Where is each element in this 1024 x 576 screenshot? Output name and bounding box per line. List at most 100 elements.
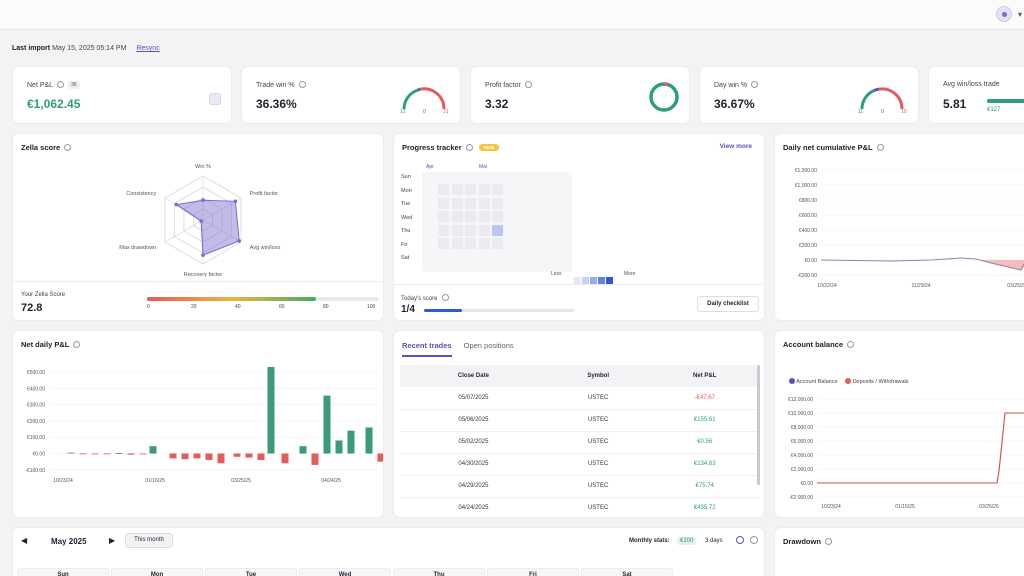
monthly-stats-days: 3 days — [705, 538, 723, 544]
heatmap-cell[interactable] — [438, 224, 449, 236]
weekday-label: Sun — [17, 568, 109, 576]
heatmap-cell[interactable] — [465, 197, 476, 209]
daily-checklist-button[interactable]: Daily checklist — [697, 296, 759, 312]
daily-y-tick: €0.00 — [32, 452, 45, 458]
heatmap-cell[interactable] — [451, 224, 463, 236]
info-icon[interactable] — [73, 341, 81, 348]
heatmap-cell[interactable] — [478, 224, 490, 236]
heatmap-cell[interactable] — [465, 238, 476, 249]
heatmap-cell[interactable] — [478, 184, 490, 195]
day-win-label: Day win % — [714, 82, 748, 89]
heatmap-cell[interactable] — [492, 224, 503, 236]
trade-win-gauge — [402, 87, 446, 110]
new-badge: NEW — [478, 144, 500, 151]
table-row[interactable]: 05/07/2025 USTEC -€47.67 — [400, 387, 760, 410]
heatmap-cell[interactable] — [465, 184, 476, 195]
heatmap-cell[interactable] — [451, 197, 463, 209]
heatmap-cell[interactable] — [478, 238, 490, 249]
legend-less: Less — [551, 271, 562, 277]
kpi-trade-win: Trade win % 36.36% 12 0 21 — [241, 66, 461, 124]
trades-table: Close Date Symbol Net P&L 05/07/2025 USTE… — [400, 365, 760, 517]
zella-radar: Win % Profit factor Avg win/loss Recovery f… — [119, 164, 280, 278]
table-row[interactable]: 04/29/2025 USTEC €75.74 — [400, 475, 760, 498]
info-icon[interactable] — [441, 294, 449, 301]
tab-recent-trades[interactable]: Recent trades — [402, 341, 452, 357]
cell-net-pnl: €435.72 — [649, 497, 760, 517]
avg-win-amount: €127 — [987, 107, 1001, 113]
legend-dot-deposits — [845, 378, 852, 384]
heatmap-cell[interactable] — [438, 184, 449, 195]
table-scrollbar[interactable] — [757, 365, 760, 485]
account-y-tick: €6,000.00 — [791, 439, 813, 445]
daily-y-tick: -€100.00 — [25, 468, 45, 474]
heatmap-cell[interactable] — [478, 211, 490, 222]
heatmap-cell[interactable] — [438, 197, 449, 209]
heatmap-cell[interactable] — [465, 224, 476, 236]
info-icon[interactable] — [57, 81, 65, 88]
info-icon[interactable] — [750, 536, 758, 544]
info-icon[interactable] — [298, 81, 306, 88]
info-icon[interactable] — [847, 341, 855, 348]
cumulative-pnl-card: Daily net cumulative P&L €1,200.00 €1,000… — [774, 133, 1024, 321]
this-month-button[interactable]: This month — [125, 533, 173, 548]
last-import-value: May 15, 2025 05:14 PM — [52, 45, 127, 52]
heatmap-cell[interactable] — [492, 211, 503, 222]
heatmap-cell[interactable] — [438, 211, 449, 222]
todays-score-value: 1/4 — [401, 304, 415, 315]
table-row[interactable]: 04/24/2025 USTEC €435.72 — [400, 497, 760, 517]
weekday-label: Tue — [205, 568, 297, 576]
daily-bar — [257, 453, 265, 461]
heatmap-cell[interactable] — [451, 211, 463, 222]
trade-win-wins: 12 — [400, 109, 406, 115]
cumulative-line — [820, 257, 1024, 271]
heatmap-cell[interactable] — [478, 197, 490, 209]
avg-win-loss-label: Avg win/loss trade — [943, 81, 1000, 88]
info-icon[interactable] — [876, 144, 884, 151]
heatmap-cell[interactable] — [451, 184, 463, 195]
heatmap-cell[interactable] — [492, 197, 503, 209]
account-y-tick: €8,000.00 — [791, 425, 813, 431]
daily-bar — [127, 453, 135, 455]
info-icon[interactable] — [751, 81, 759, 88]
zella-score-card: Zella score Win % Profit factor Avg win/lo… — [12, 133, 384, 321]
cell-symbol: USTEC — [546, 409, 650, 432]
table-row[interactable]: 05/02/2025 USTEC €0.56 — [400, 431, 760, 454]
calendar-card: ◀ May 2025 ▶ This month Monthly stats: €… — [12, 527, 765, 576]
daily-x-tick: 10/23/24 — [53, 478, 73, 484]
daily-bar — [347, 430, 355, 454]
cell-close-date: 04/24/2025 — [400, 497, 547, 517]
view-more-link[interactable]: View more — [719, 143, 752, 150]
tab-open-positions[interactable]: Open positions — [463, 341, 514, 350]
profit-factor-value: 3.32 — [485, 97, 509, 111]
settings-icon[interactable] — [736, 536, 744, 544]
resync-link[interactable]: Resync — [136, 45, 160, 52]
info-icon[interactable] — [465, 144, 473, 151]
info-icon[interactable] — [524, 81, 532, 88]
prev-month-icon[interactable]: ◀ — [21, 536, 28, 545]
calendar-icon[interactable] — [209, 93, 221, 105]
account-y-tick: -€2,000.00 — [789, 495, 813, 501]
avatar[interactable] — [996, 6, 1012, 22]
col-close-date[interactable]: Close Date — [400, 365, 547, 387]
heatmap-cell[interactable] — [492, 238, 503, 249]
kpi-avg-win-loss: Avg win/loss trade 5.81 €127 — [928, 66, 1024, 124]
heatmap-cell[interactable] — [438, 238, 449, 249]
table-row[interactable]: 05/06/2025 USTEC €155.61 — [400, 409, 760, 432]
heatmap-cell[interactable] — [451, 238, 463, 249]
account-y-tick: €10,000.00 — [788, 411, 813, 417]
drawdown-title: Drawdown — [783, 537, 821, 546]
heatmap-cell[interactable] — [492, 184, 503, 195]
heatmap-cell[interactable] — [465, 211, 476, 222]
radar-axis-label: Max drawdown — [119, 245, 156, 251]
next-month-icon[interactable]: ▶ — [109, 536, 116, 545]
trade-win-value: 36.36% — [256, 97, 297, 111]
chevron-down-icon[interactable]: ▾ — [1017, 10, 1022, 19]
info-icon[interactable] — [824, 538, 832, 545]
table-row[interactable]: 04/30/2025 USTEC €134.83 — [400, 453, 760, 476]
col-net-pnl[interactable]: Net P&L — [649, 365, 760, 387]
col-symbol[interactable]: Symbol — [546, 365, 650, 387]
account-y-tick: €2,000.00 — [791, 467, 813, 473]
info-icon[interactable] — [64, 144, 72, 151]
daily-y-tick: €400.00 — [27, 386, 45, 392]
avg-win-bar — [987, 99, 1024, 103]
